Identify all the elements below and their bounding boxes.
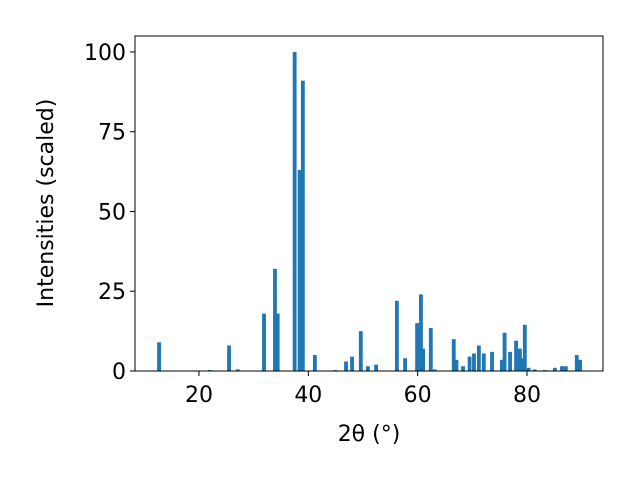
- bar: [522, 324, 527, 371]
- bar: [552, 367, 557, 371]
- bar: [560, 366, 564, 371]
- x-tick-label: 80: [513, 383, 541, 408]
- y-tick-label: 50: [98, 200, 126, 225]
- bar: [350, 356, 354, 371]
- bar: [300, 80, 305, 372]
- bar: [421, 348, 426, 371]
- bar: [262, 313, 266, 371]
- bar: [508, 351, 512, 371]
- bar: [344, 361, 348, 371]
- bar: [476, 345, 481, 371]
- bar: [499, 359, 504, 371]
- bar: [432, 369, 437, 371]
- bar: [358, 331, 363, 371]
- bar: [227, 345, 231, 371]
- bar: [403, 358, 407, 371]
- bar: [297, 170, 302, 371]
- x-axis-label: 2θ (°): [338, 422, 401, 447]
- y-axis-label: Intensities (scaled): [34, 99, 59, 308]
- bar: [526, 367, 531, 371]
- bar: [374, 364, 379, 371]
- bar: [415, 323, 420, 371]
- x-tick-label: 40: [294, 383, 322, 408]
- bar: [490, 351, 494, 371]
- bar: [235, 369, 240, 371]
- bar: [467, 356, 472, 371]
- bar: [502, 332, 507, 371]
- y-tick-label: 75: [98, 121, 126, 146]
- y-tick-label: 100: [84, 41, 126, 66]
- bar: [451, 339, 456, 371]
- bar: [563, 366, 568, 371]
- plot-frame: [134, 35, 604, 372]
- bar: [519, 358, 524, 371]
- x-tick-label: 60: [404, 383, 432, 408]
- y-tick-label: 0: [112, 360, 126, 385]
- bar: [574, 355, 579, 371]
- bar: [312, 355, 317, 371]
- bar: [578, 359, 582, 371]
- bar: [419, 294, 423, 371]
- bar: [461, 366, 465, 371]
- bar: [275, 313, 280, 371]
- bar: [292, 51, 297, 371]
- bar: [394, 300, 399, 371]
- bar: [532, 369, 537, 371]
- bar: [454, 359, 459, 371]
- bar: [273, 268, 277, 371]
- bar: [481, 353, 486, 371]
- bar: [472, 353, 476, 371]
- bar: [428, 327, 433, 371]
- bar: [157, 342, 161, 371]
- bar: [365, 366, 370, 371]
- bar: [514, 340, 518, 371]
- x-tick-label: 20: [185, 383, 213, 408]
- y-tick-label: 25: [98, 280, 126, 305]
